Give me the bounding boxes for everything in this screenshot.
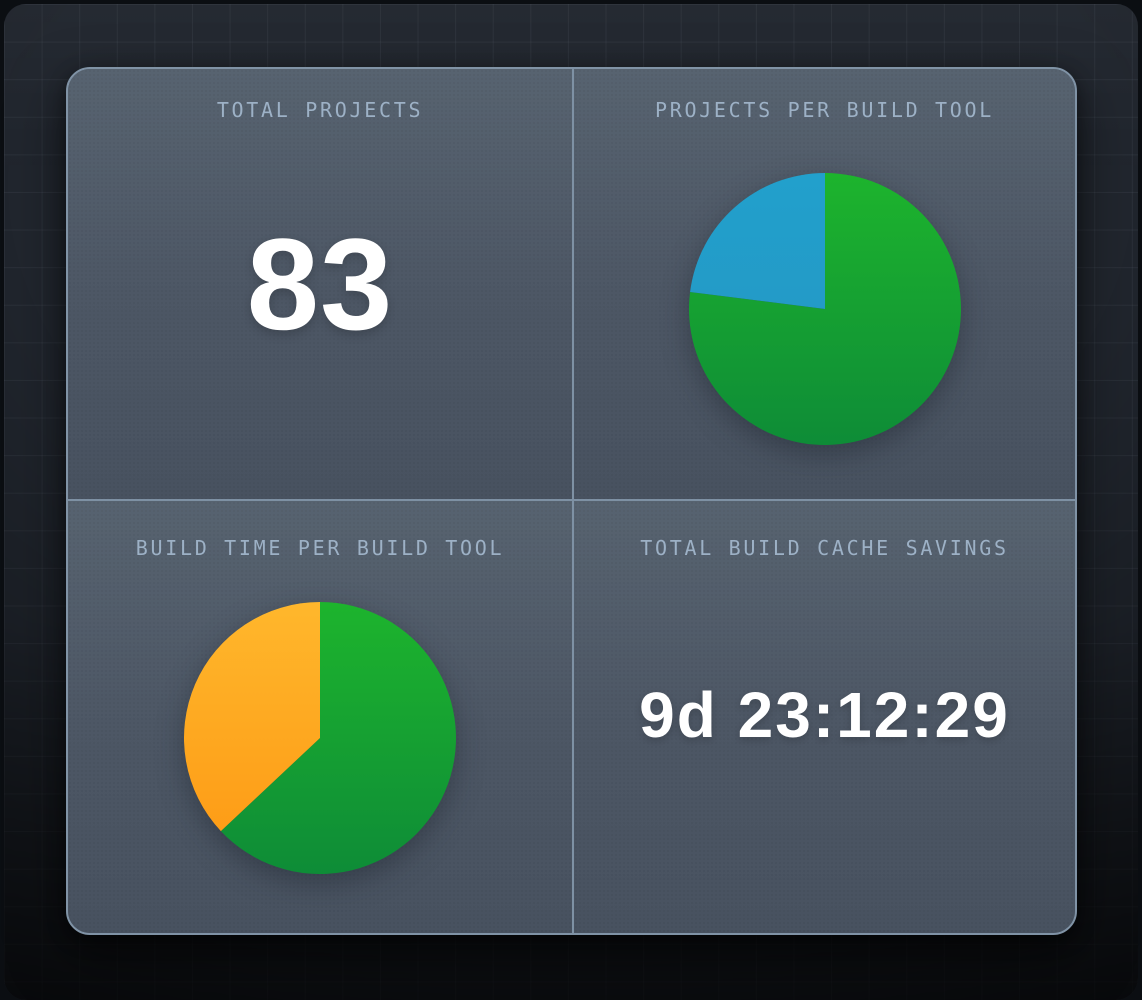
projects-per-build-tool-pie-chart <box>688 173 961 445</box>
pie-slice-green-slice <box>220 602 456 874</box>
pie-slice-green-slice <box>688 173 961 445</box>
total-projects-value: 83 <box>246 211 394 357</box>
panel-total-build-cache-savings: TOTAL BUILD CACHE SAVINGS 9d 23:12:29 <box>574 501 1075 933</box>
pie-slice-orange-slice <box>184 602 320 832</box>
panel-build-time-per-build-tool: BUILD TIME PER BUILD TOOL <box>68 501 572 933</box>
build-time-per-build-tool-title: BUILD TIME PER BUILD TOOL <box>135 536 505 560</box>
total-build-cache-savings-value: 9d 23:12:29 <box>639 679 1010 751</box>
horizontal-divider <box>68 499 1075 501</box>
vertical-divider <box>572 69 574 933</box>
panel-total-projects: TOTAL PROJECTS 83 <box>68 69 572 499</box>
total-projects-title: TOTAL PROJECTS <box>216 98 424 122</box>
projects-per-build-tool-title: PROJECTS PER BUILD TOOL <box>654 98 995 122</box>
build-time-per-build-tool-pie-chart <box>184 602 456 874</box>
pie-slice-blue-slice <box>689 173 825 309</box>
panel-projects-per-build-tool: PROJECTS PER BUILD TOOL <box>574 69 1075 499</box>
total-build-cache-savings-title: TOTAL BUILD CACHE SAVINGS <box>640 536 1009 560</box>
dashboard-card: TOTAL PROJECTS 83 PROJECTS PER BUILD TOO… <box>66 67 1077 935</box>
